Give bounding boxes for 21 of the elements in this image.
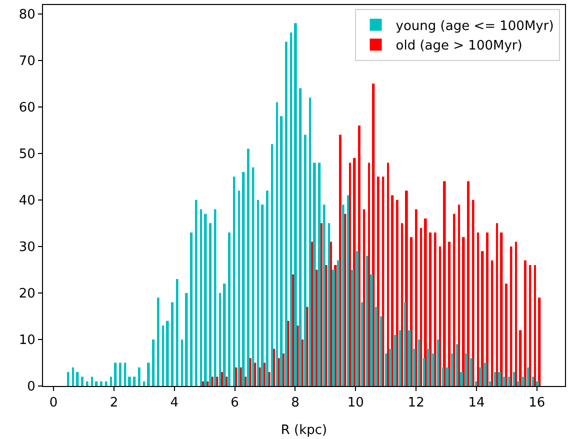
x-tick-label: 0 [49,396,58,411]
x-tick-label: 8 [291,396,300,411]
y-tick-label: 0 [27,380,36,395]
y-tick-label: 30 [18,240,36,255]
y-tick-label: 60 [18,100,36,116]
y-tick-label: 10 [18,333,36,348]
y-tick-label: 50 [18,146,36,162]
x-tick-label: 10 [347,396,364,411]
y-tick-label: 80 [18,7,36,22]
x-tick-label: 12 [408,396,424,411]
x-tick-label: 2 [110,396,118,411]
y-tick-label: 40 [18,193,36,208]
x-axis-title: R (kpc) [280,423,328,438]
x-tick-label: 14 [468,396,485,411]
x-tick-label: 6 [230,396,239,411]
legend-label: young (age <= 100Myr) [396,18,554,34]
y-tick-label: 20 [18,286,36,302]
x-tick-label: 4 [170,396,179,411]
y-tick-label: 70 [18,54,36,69]
x-tick-label: 16 [528,396,546,411]
legend-label: old (age > 100Myr) [396,38,522,54]
